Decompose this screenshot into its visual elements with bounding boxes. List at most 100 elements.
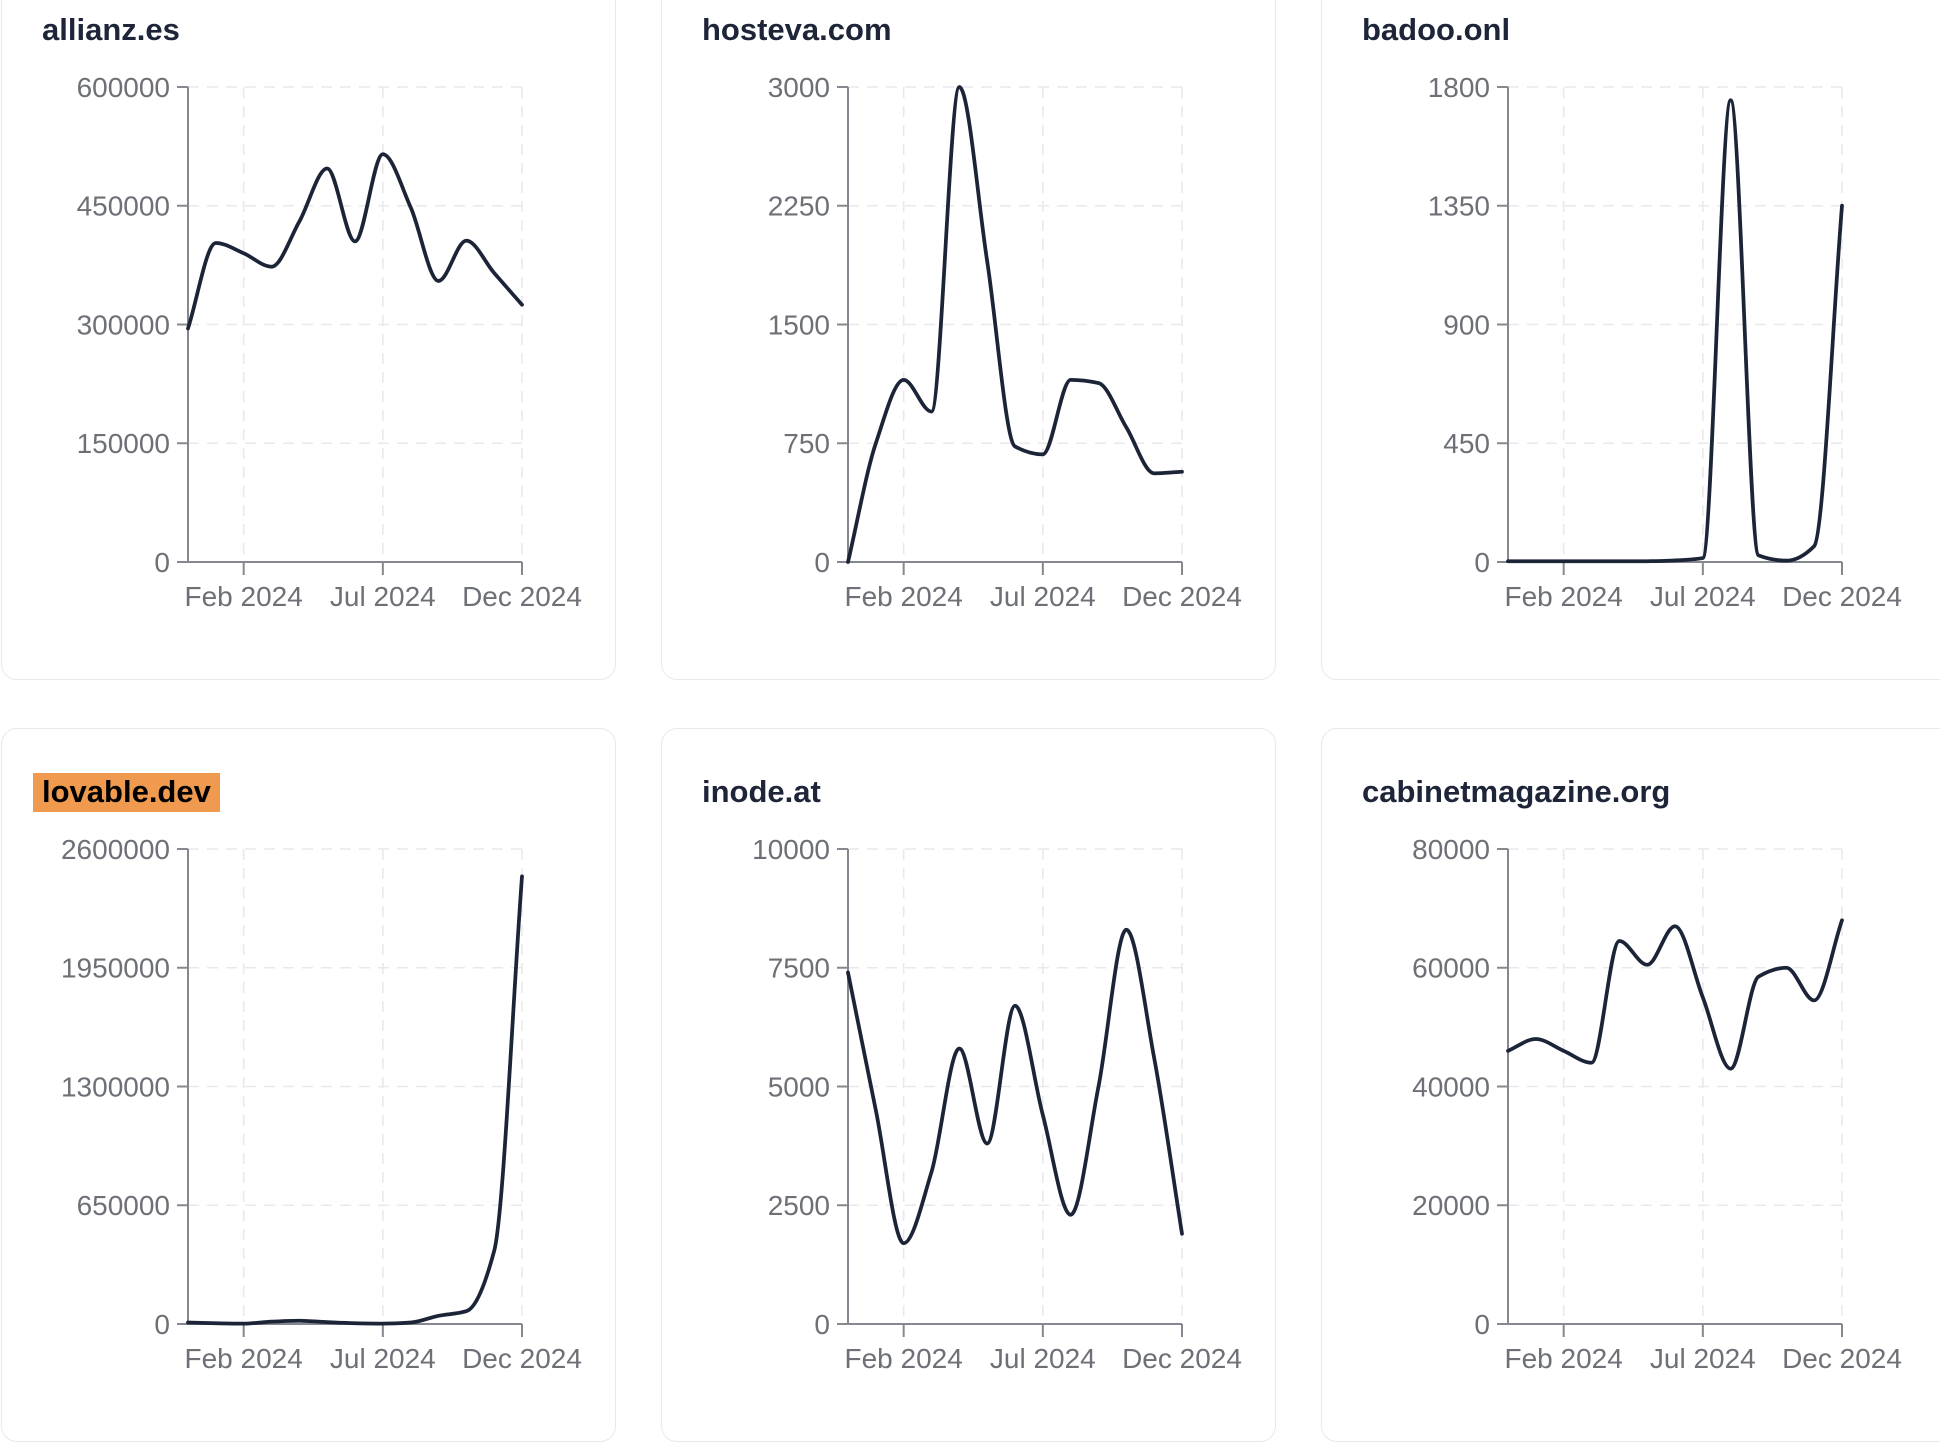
title-box: allianz.es	[42, 11, 180, 49]
domain-title: cabinetmagazine.org	[1362, 774, 1671, 809]
line-chart: 0 750 1500 2250 3000 Feb 2024 Jul 2024 Dec 2024	[768, 72, 1242, 612]
domain-title: hosteva.com	[702, 12, 892, 47]
title-box: lovable.dev	[33, 773, 220, 812]
svg-text:1300000: 1300000	[61, 1071, 170, 1102]
gridlines	[188, 848, 523, 1324]
title-box: cabinetmagazine.org	[1362, 773, 1670, 811]
line-chart: 0 20000 40000 60000 80000 Feb 2024 Jul 2024 Dec…	[1412, 834, 1902, 1374]
svg-text:1950000: 1950000	[61, 953, 170, 984]
gridlines	[848, 848, 1183, 1324]
gridlines	[188, 86, 523, 562]
svg-text:Jul 2024: Jul 2024	[1650, 1343, 1756, 1374]
series-line	[846, 927, 1184, 1246]
svg-text:Jul 2024: Jul 2024	[1650, 581, 1756, 612]
svg-text:300000: 300000	[77, 309, 170, 340]
axes	[837, 848, 1183, 1337]
svg-text:0: 0	[1474, 547, 1490, 578]
line-chart: 0 450 900 1350 1800 Feb 2024 Jul 2024 Dec 2024	[1428, 72, 1902, 612]
title-box: badoo.onl	[1362, 11, 1510, 49]
series-line	[186, 152, 524, 331]
svg-text:80000: 80000	[1412, 834, 1490, 865]
chart-card-3: lovable.dev 0 650000 1300000 1950000 2600000…	[1, 728, 616, 1442]
svg-text:0: 0	[154, 547, 170, 578]
svg-text:60000: 60000	[1412, 953, 1490, 984]
svg-text:600000: 600000	[77, 72, 170, 103]
chart-card-0: allianz.es 0 150000 300000 450000 600000 Feb …	[1, 0, 616, 680]
svg-text:1350: 1350	[1428, 191, 1490, 222]
axes	[177, 86, 523, 575]
svg-text:20000: 20000	[1412, 1190, 1490, 1221]
svg-text:40000: 40000	[1412, 1071, 1490, 1102]
svg-text:0: 0	[814, 1309, 830, 1340]
svg-text:Jul 2024: Jul 2024	[330, 581, 436, 612]
series-line	[1506, 98, 1844, 564]
svg-text:Dec 2024: Dec 2024	[1782, 1343, 1902, 1374]
svg-text:Feb 2024: Feb 2024	[185, 581, 303, 612]
svg-text:Feb 2024: Feb 2024	[1505, 581, 1623, 612]
line-chart: 0 2500 5000 7500 10000 Feb 2024 Jul 2024 Dec 20…	[752, 834, 1242, 1374]
line-chart: 0 150000 300000 450000 600000 Feb 2024 Jul 202…	[77, 72, 582, 612]
y-axis-labels: 0 2500 5000 7500 10000	[752, 834, 830, 1340]
svg-text:1500: 1500	[768, 309, 830, 340]
svg-text:450: 450	[1443, 428, 1490, 459]
series-line	[846, 85, 1184, 564]
svg-text:0: 0	[814, 547, 830, 578]
gridlines	[1508, 86, 1843, 562]
y-axis-labels: 0 650000 1300000 1950000 2600000	[61, 834, 170, 1340]
svg-text:2600000: 2600000	[61, 834, 170, 865]
svg-text:Dec 2024: Dec 2024	[462, 1343, 582, 1374]
axes	[177, 848, 523, 1337]
svg-text:Feb 2024: Feb 2024	[845, 581, 963, 612]
series-line	[186, 874, 524, 1326]
svg-text:450000: 450000	[77, 191, 170, 222]
svg-text:1800: 1800	[1428, 72, 1490, 103]
chart-card-5: cabinetmagazine.org 0 20000 40000 60000 8000…	[1321, 728, 1940, 1442]
gridlines	[848, 86, 1183, 562]
svg-text:Feb 2024: Feb 2024	[845, 1343, 963, 1374]
svg-text:10000: 10000	[752, 834, 830, 865]
x-axis-labels: Feb 2024 Jul 2024 Dec 2024	[845, 581, 1242, 612]
x-axis-labels: Feb 2024 Jul 2024 Dec 2024	[1505, 1343, 1902, 1374]
chart-card-1: hosteva.com 0 750 1500 2250 3000 Feb 2024 Jul …	[661, 0, 1276, 680]
domain-title: allianz.es	[42, 12, 180, 47]
svg-text:0: 0	[154, 1309, 170, 1340]
chart-card-4: inode.at 0 2500 5000 7500 10000 Feb 2024 Jul 2…	[661, 728, 1276, 1442]
svg-text:3000: 3000	[768, 72, 830, 103]
series-line	[1506, 918, 1844, 1071]
svg-text:7500: 7500	[768, 953, 830, 984]
svg-text:2500: 2500	[768, 1190, 830, 1221]
svg-text:Jul 2024: Jul 2024	[330, 1343, 436, 1374]
svg-text:650000: 650000	[77, 1190, 170, 1221]
svg-text:Dec 2024: Dec 2024	[1782, 581, 1902, 612]
svg-text:Jul 2024: Jul 2024	[990, 581, 1096, 612]
axes	[1497, 848, 1843, 1337]
title-box: hosteva.com	[702, 11, 892, 49]
domain-title: badoo.onl	[1362, 12, 1511, 47]
svg-text:Dec 2024: Dec 2024	[1122, 581, 1242, 612]
domain-title: lovable.dev	[33, 773, 220, 812]
svg-text:Feb 2024: Feb 2024	[1505, 1343, 1623, 1374]
domain-title: inode.at	[702, 774, 821, 809]
svg-text:150000: 150000	[77, 428, 170, 459]
svg-text:Jul 2024: Jul 2024	[990, 1343, 1096, 1374]
title-box: inode.at	[702, 773, 821, 811]
svg-text:0: 0	[1474, 1309, 1490, 1340]
y-axis-labels: 0 750 1500 2250 3000	[768, 72, 830, 578]
x-axis-labels: Feb 2024 Jul 2024 Dec 2024	[845, 1343, 1242, 1374]
svg-text:2250: 2250	[768, 191, 830, 222]
gridlines	[1508, 848, 1843, 1324]
chart-card-2: badoo.onl 0 450 900 1350 1800 Feb 2024 Jul 202…	[1321, 0, 1940, 680]
line-chart: 0 650000 1300000 1950000 2600000 Feb 2024 Jul …	[61, 834, 582, 1374]
axes	[837, 86, 1183, 575]
y-axis-labels: 0 150000 300000 450000 600000	[77, 72, 170, 578]
svg-text:Dec 2024: Dec 2024	[462, 581, 582, 612]
y-axis-labels: 0 450 900 1350 1800	[1428, 72, 1490, 578]
svg-text:Dec 2024: Dec 2024	[1122, 1343, 1242, 1374]
svg-text:5000: 5000	[768, 1071, 830, 1102]
axes	[1497, 86, 1843, 575]
svg-text:Feb 2024: Feb 2024	[185, 1343, 303, 1374]
svg-text:750: 750	[783, 428, 830, 459]
y-axis-labels: 0 20000 40000 60000 80000	[1412, 834, 1490, 1340]
svg-text:900: 900	[1443, 309, 1490, 340]
